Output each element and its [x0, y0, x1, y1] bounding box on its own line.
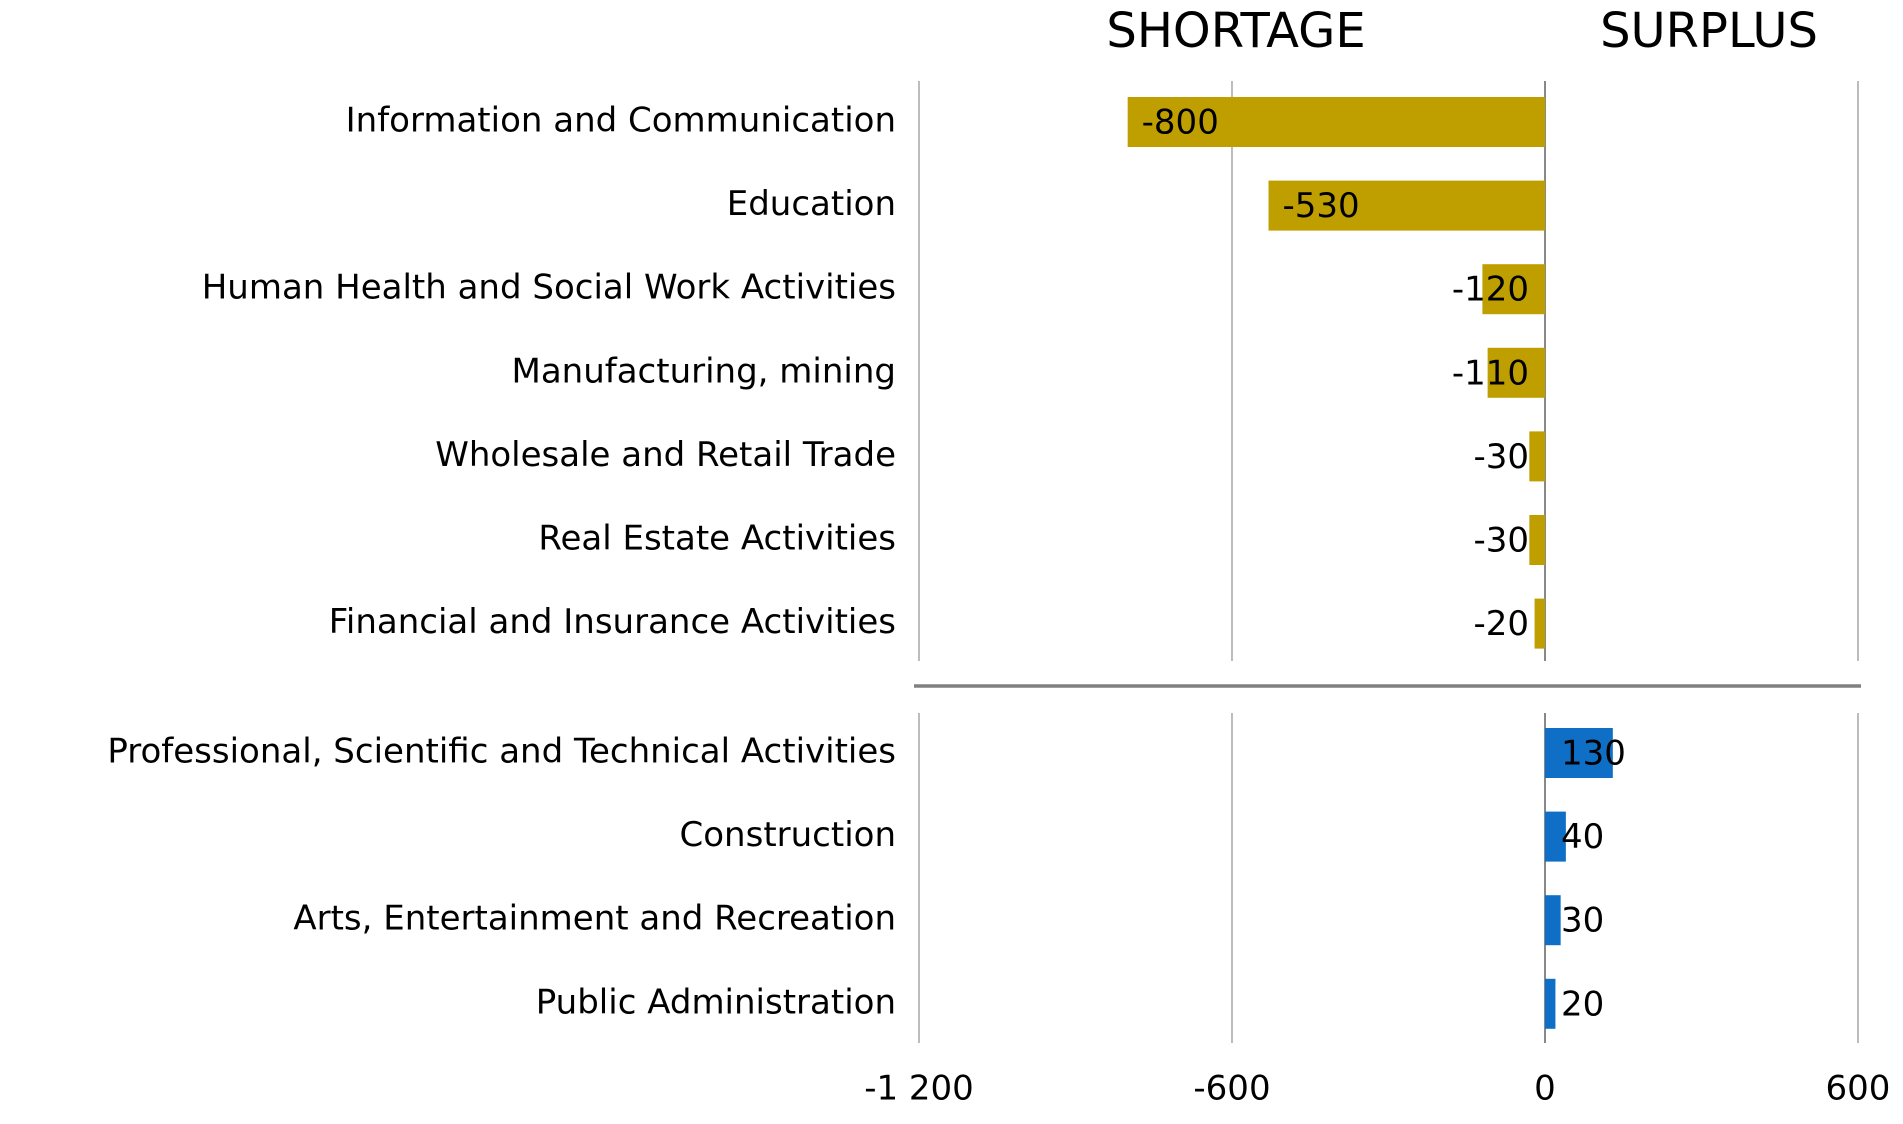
category-label: Human Health and Social Work Activities	[202, 268, 896, 308]
category-label: Arts, Entertainment and Recreation	[293, 899, 896, 939]
bar	[1534, 598, 1545, 649]
value-label: -800	[1142, 103, 1219, 143]
category-label: Manufacturing, mining	[511, 351, 896, 391]
category-label: Construction	[680, 815, 896, 855]
surplus-heading: SURPLUS	[1600, 3, 1818, 59]
category-label: Education	[727, 184, 896, 224]
bar	[1545, 895, 1561, 946]
value-label: -110	[1452, 353, 1529, 393]
category-label: Public Administration	[536, 982, 896, 1022]
category-label: Wholesale and Retail Trade	[435, 435, 896, 475]
value-label: -530	[1283, 186, 1360, 226]
value-label: 30	[1561, 901, 1604, 941]
category-label: Professional, Scientific and Technical A…	[107, 732, 896, 772]
bar	[1268, 180, 1545, 231]
bar	[1529, 431, 1545, 482]
value-label: -30	[1473, 437, 1529, 477]
value-label: 130	[1561, 734, 1626, 774]
x-tick-label: -600	[1193, 1069, 1270, 1109]
bar	[1127, 97, 1545, 147]
bar	[1545, 811, 1566, 862]
category-label: Real Estate Activities	[538, 519, 896, 559]
value-label: -120	[1452, 270, 1529, 310]
bar	[1529, 515, 1545, 565]
category-label: Information and Communication	[346, 101, 896, 141]
x-tick-label: -1 200	[864, 1069, 974, 1109]
value-label: 20	[1561, 984, 1604, 1024]
x-tick-label: 600	[1826, 1069, 1891, 1109]
bar	[1482, 264, 1545, 315]
x-tick-label: 0	[1534, 1069, 1556, 1109]
bar	[1545, 978, 1556, 1029]
value-label: -20	[1473, 604, 1529, 644]
shortage-heading: SHORTAGE	[1106, 3, 1365, 59]
bar	[1545, 728, 1613, 778]
bar	[1487, 347, 1545, 398]
category-label: Financial and Insurance Activities	[329, 602, 896, 642]
value-label: -30	[1473, 521, 1529, 561]
value-label: 40	[1561, 817, 1604, 857]
